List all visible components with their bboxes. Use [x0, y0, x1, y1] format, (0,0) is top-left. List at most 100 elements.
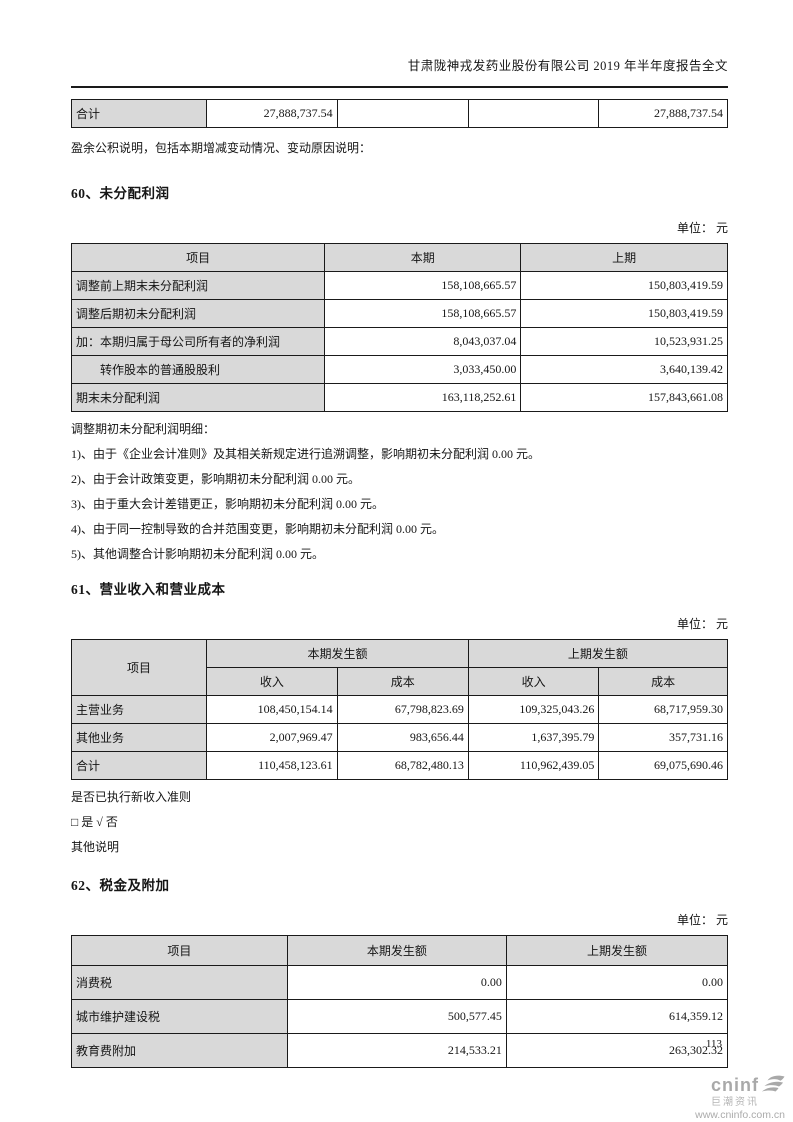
table-row: 期末未分配利润 163,118,252.61 157,843,661.08: [70, 383, 728, 412]
taxes-surcharges-table: 项目 本期发生额 上期发生额 消费税 0.00 0.00 城市维护建设税 500…: [71, 935, 729, 1068]
adjustment-notes: 调整期初未分配利润明细： 1)、由于《企业会计准则》及其相关新规定进行追溯调整，…: [71, 421, 728, 562]
table-row: 调整后期初未分配利润 158,108,665.57 150,803,419.59: [70, 299, 728, 328]
table-row: 主营业务 108,450,154.14 67,798,823.69 109,32…: [70, 695, 728, 724]
row-label: 合计: [70, 99, 208, 128]
table-row: 教育费附加 214,533.21 263,302.32: [71, 1033, 729, 1068]
table-header-row: 项目 本期 上期: [70, 243, 728, 272]
row-label: 合计: [70, 751, 208, 780]
unit-label: 单位： 元: [676, 221, 728, 235]
row-label: 期末未分配利润: [70, 383, 326, 412]
numeric-cell: [467, 99, 600, 128]
numeric-cell: 27,888,737.54: [598, 99, 728, 128]
revenue-standard-notes: 是否已执行新收入准则 □ 是 √ 否 其他说明: [71, 789, 728, 855]
numeric-cell: 110,962,439.05: [467, 751, 600, 780]
numeric-cell: 27,888,737.54: [206, 99, 338, 128]
swirl-icon: [761, 1074, 785, 1099]
column-group-header: 本期发生额: [206, 639, 469, 668]
table-header-row: 项目 本期发生额 上期发生额: [70, 639, 729, 696]
cninfo-logo: cninf 巨潮资讯 www.cninfo.com.cn: [695, 1074, 785, 1121]
surplus-note: 盈余公积说明，包括本期增减变动情况、变动原因说明：: [71, 141, 372, 155]
column-header: 项目: [70, 243, 326, 272]
numeric-cell: 110,458,123.61: [206, 751, 338, 780]
column-group-header: 上期发生额: [467, 639, 729, 668]
numeric-cell: 158,108,665.57: [324, 299, 522, 328]
surplus-reserve-total-table: 合计 27,888,737.54 27,888,737.54: [70, 99, 728, 128]
column-subheader: 收入: [206, 667, 338, 696]
numeric-cell: 500,577.45: [286, 999, 507, 1034]
numeric-cell: 3,033,450.00: [324, 355, 522, 384]
table-row: 消费税 0.00 0.00: [71, 965, 729, 1000]
numeric-cell: 158,108,665.57: [324, 271, 522, 300]
section-heading-62: 62、税金及附加: [71, 878, 170, 893]
numeric-cell: [336, 99, 469, 128]
numeric-cell: 67,798,823.69: [336, 695, 469, 724]
numeric-cell: 0.00: [505, 965, 729, 1000]
row-label: 城市维护建设税: [71, 999, 288, 1034]
column-header: 项目: [70, 639, 208, 696]
numeric-cell: 150,803,419.59: [520, 271, 728, 300]
note-line: 4)、由于同一控制导致的合并范围变更，影响期初未分配利润 0.00 元。: [71, 522, 444, 536]
document-header-title: 甘肃陇神戎发药业股份有限公司 2019 年半年度报告全文: [71, 0, 728, 88]
row-label: 转作股本的普通股股利: [70, 355, 326, 384]
numeric-cell: 214,533.21: [286, 1033, 507, 1068]
revenue-cost-table: 项目 本期发生额 上期发生额 收入 成本 收入 成本 主营业务 108,450,…: [70, 639, 729, 780]
column-subheader: 收入: [467, 667, 600, 696]
numeric-cell: 109,325,043.26: [467, 695, 600, 724]
table-row: 其他业务 2,007,969.47 983,656.44 1,637,395.7…: [70, 723, 728, 752]
column-header: 上期: [520, 243, 728, 272]
row-label: 调整前上期末未分配利润: [70, 271, 326, 300]
table-row: 加：本期归属于母公司所有者的净利润 8,043,037.04 10,523,93…: [70, 327, 728, 356]
numeric-cell: 357,731.16: [598, 723, 728, 752]
note-line: 1)、由于《企业会计准则》及其相关新规定进行追溯调整，影响期初未分配利润 0.0…: [71, 447, 540, 461]
note-line: 5)、其他调整合计影响期初未分配利润 0.00 元。: [71, 547, 324, 561]
numeric-cell: 2,007,969.47: [206, 723, 338, 752]
column-header: 上期发生额: [505, 935, 729, 966]
table-row: 合计 27,888,737.54 27,888,737.54: [70, 99, 728, 128]
section-heading-61: 61、营业收入和营业成本: [71, 582, 226, 597]
numeric-cell: 263,302.32: [505, 1033, 729, 1068]
table-header-row: 项目 本期发生额 上期发生额: [71, 935, 729, 966]
note-line: 调整期初未分配利润明细：: [71, 422, 216, 436]
row-label: 其他业务: [70, 723, 208, 752]
note-line: 3)、由于重大会计差错更正，影响期初未分配利润 0.00 元。: [71, 497, 384, 511]
logo-wordmark: cninf: [711, 1075, 759, 1096]
logo-subtitle: 巨潮资讯: [711, 1096, 759, 1108]
row-label: 消费税: [71, 965, 288, 1000]
note-line: 2)、由于会计政策变更，影响期初未分配利润 0.00 元。: [71, 472, 360, 486]
numeric-cell: 10,523,931.25: [520, 327, 728, 356]
numeric-cell: 150,803,419.59: [520, 299, 728, 328]
undistributed-profit-table: 项目 本期 上期 调整前上期末未分配利润 158,108,665.57 150,…: [70, 243, 728, 412]
numeric-cell: 983,656.44: [336, 723, 469, 752]
numeric-cell: 68,717,959.30: [598, 695, 728, 724]
column-header: 本期: [324, 243, 522, 272]
table-subheader-row: 收入 成本 收入 成本: [72, 667, 728, 696]
logo-domain: www.cninfo.com.cn: [695, 1108, 785, 1121]
table-row: 城市维护建设税 500,577.45 614,359.12: [71, 999, 729, 1034]
row-label: 调整后期初未分配利润: [70, 299, 326, 328]
question-line: 是否已执行新收入准则: [71, 790, 192, 804]
row-label: 加：本期归属于母公司所有者的净利润: [70, 327, 326, 356]
numeric-cell: 108,450,154.14: [206, 695, 338, 724]
numeric-cell: 163,118,252.61: [324, 383, 522, 412]
numeric-cell: 1,637,395.79: [467, 723, 600, 752]
unit-label: 单位： 元: [676, 617, 728, 631]
numeric-cell: 157,843,661.08: [520, 383, 728, 412]
table-row: 调整前上期末未分配利润 158,108,665.57 150,803,419.5…: [70, 271, 728, 300]
section-heading-60: 60、未分配利润: [71, 186, 170, 201]
numeric-cell: 3,640,139.42: [520, 355, 728, 384]
row-label: 主营业务: [70, 695, 208, 724]
numeric-cell: 68,782,480.13: [336, 751, 469, 780]
row-label: 教育费附加: [71, 1033, 288, 1068]
page-number: 113: [705, 1038, 722, 1050]
other-note-line: 其他说明: [71, 840, 120, 854]
checkbox-answer-line: □ 是 √ 否: [71, 815, 118, 829]
column-subheader: 成本: [598, 667, 728, 696]
table-row: 合计 110,458,123.61 68,782,480.13 110,962,…: [70, 751, 728, 780]
column-subheader: 成本: [336, 667, 469, 696]
table-row: 转作股本的普通股股利 3,033,450.00 3,640,139.42: [70, 355, 728, 384]
numeric-cell: 0.00: [286, 965, 507, 1000]
column-header: 项目: [71, 935, 288, 966]
numeric-cell: 614,359.12: [505, 999, 729, 1034]
column-header: 本期发生额: [286, 935, 507, 966]
